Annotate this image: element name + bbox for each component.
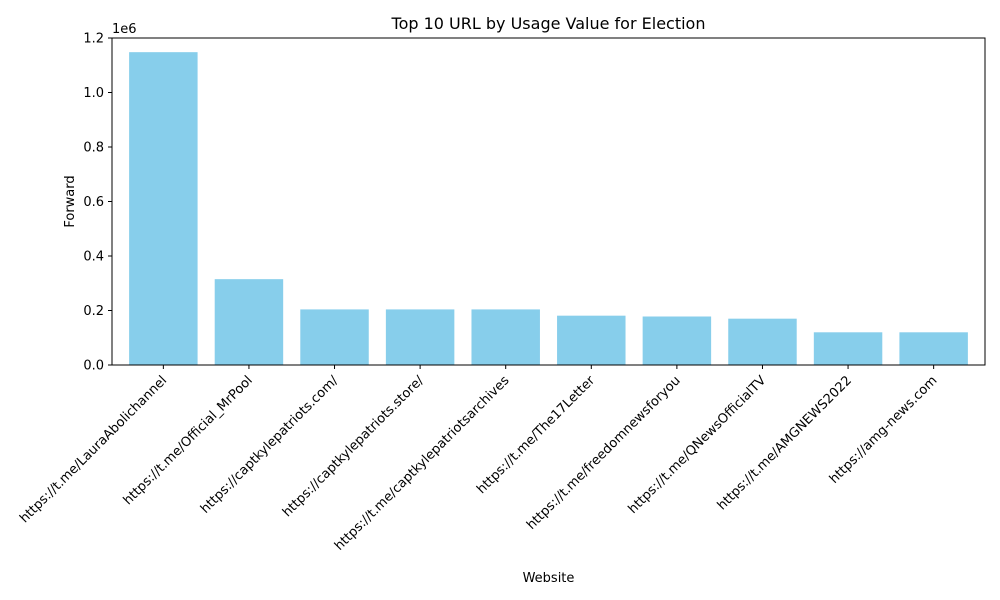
bar [642, 316, 712, 365]
y-tick-label: 0.8 [83, 141, 104, 156]
y-tick-label: 1.0 [83, 86, 104, 101]
chart-title: Top 10 URL by Usage Value for Election [391, 14, 706, 33]
bar [813, 332, 883, 365]
y-tick-label: 0.2 [83, 304, 104, 319]
x-axis-label: Website [523, 571, 575, 586]
bar [899, 332, 968, 365]
bar [728, 318, 797, 365]
bar [385, 309, 455, 365]
y-offset-label: 1e6 [112, 22, 137, 37]
y-axis-ticks: 0.0 0.2 0.4 0.6 0.8 1.0 1.2 [83, 32, 112, 374]
bar [214, 279, 284, 365]
plot-frame [111, 37, 986, 366]
y-tick-label: 0.0 [83, 359, 104, 374]
y-tick-label: 1.2 [83, 32, 104, 47]
y-tick-label: 0.6 [83, 195, 104, 210]
bar [129, 52, 198, 366]
bar [471, 309, 540, 365]
y-tick-label: 0.4 [83, 250, 104, 265]
y-axis-label: Forward [63, 175, 78, 227]
bar [557, 315, 626, 365]
bars-group [129, 52, 968, 366]
bar [300, 309, 369, 365]
